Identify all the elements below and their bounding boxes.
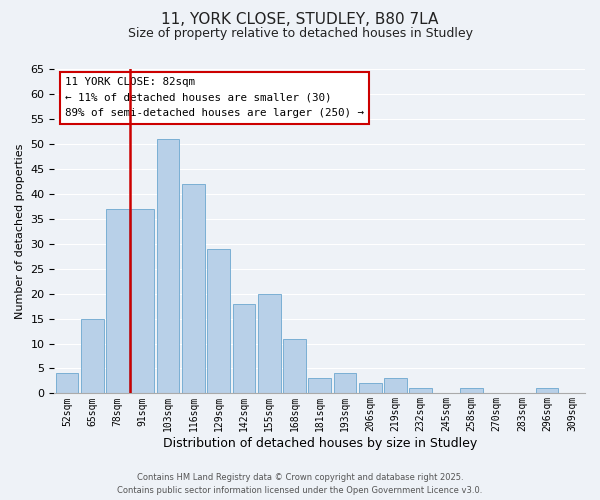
Bar <box>536 388 559 394</box>
Bar <box>384 378 407 394</box>
Y-axis label: Number of detached properties: Number of detached properties <box>15 144 25 319</box>
Bar <box>81 318 104 394</box>
Text: Size of property relative to detached houses in Studley: Size of property relative to detached ho… <box>128 28 473 40</box>
Text: 11, YORK CLOSE, STUDLEY, B80 7LA: 11, YORK CLOSE, STUDLEY, B80 7LA <box>161 12 439 28</box>
Bar <box>131 208 154 394</box>
Bar <box>258 294 281 394</box>
Text: Contains HM Land Registry data © Crown copyright and database right 2025.
Contai: Contains HM Land Registry data © Crown c… <box>118 474 482 495</box>
Bar <box>308 378 331 394</box>
X-axis label: Distribution of detached houses by size in Studley: Distribution of detached houses by size … <box>163 437 477 450</box>
Bar <box>157 139 179 394</box>
Text: 11 YORK CLOSE: 82sqm
← 11% of detached houses are smaller (30)
89% of semi-detac: 11 YORK CLOSE: 82sqm ← 11% of detached h… <box>65 77 364 118</box>
Bar <box>283 338 306 394</box>
Bar <box>182 184 205 394</box>
Bar <box>233 304 255 394</box>
Bar <box>106 208 129 394</box>
Bar <box>56 374 79 394</box>
Bar <box>334 374 356 394</box>
Bar <box>409 388 432 394</box>
Bar <box>207 248 230 394</box>
Bar <box>460 388 482 394</box>
Bar <box>359 384 382 394</box>
